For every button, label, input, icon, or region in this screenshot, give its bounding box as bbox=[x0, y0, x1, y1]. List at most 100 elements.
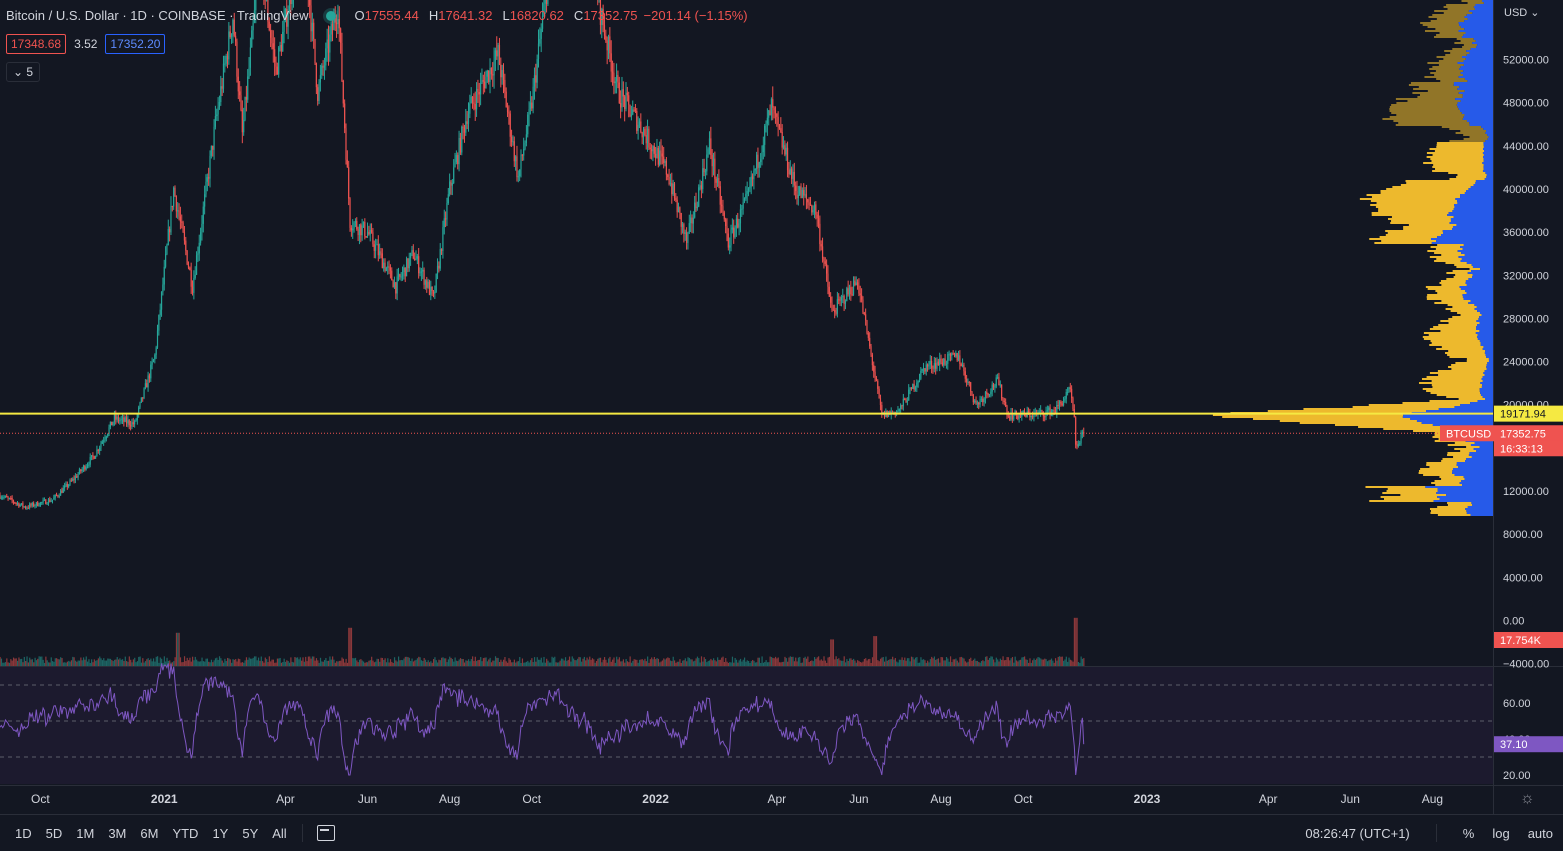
scale-option[interactable]: auto bbox=[1528, 826, 1553, 841]
volume-bar bbox=[604, 657, 605, 666]
vp-bar-buy bbox=[1483, 148, 1493, 150]
vp-bar-sell bbox=[1412, 92, 1458, 94]
vp-bar-sell bbox=[1280, 420, 1417, 422]
candle-body bbox=[309, 0, 310, 5]
timeframe-ytd[interactable]: YTD bbox=[165, 826, 205, 841]
vp-bar-buy bbox=[1461, 260, 1493, 262]
timeframe-5y[interactable]: 5Y bbox=[235, 826, 265, 841]
volume-bar bbox=[51, 657, 52, 666]
bid-badge[interactable]: 17348.68 bbox=[6, 34, 66, 54]
candle-body bbox=[182, 222, 183, 232]
vp-bar-buy bbox=[1489, 360, 1493, 362]
symbol-title[interactable]: Bitcoin / U.S. Dollar · 1D · COINBASE · … bbox=[6, 8, 308, 23]
candle-body bbox=[833, 310, 834, 311]
candle-body bbox=[698, 187, 699, 206]
vp-bar-buy bbox=[1456, 224, 1493, 226]
volume-bar bbox=[858, 661, 859, 666]
vp-bar-buy bbox=[1462, 56, 1493, 58]
vp-bar-buy bbox=[1464, 60, 1493, 62]
timeframe-5d[interactable]: 5D bbox=[39, 826, 70, 841]
candle-body bbox=[88, 465, 89, 466]
settings-gear-icon[interactable]: ☼ bbox=[1520, 790, 1535, 808]
volume-bar bbox=[208, 662, 209, 666]
volume-bar bbox=[281, 663, 282, 666]
candle-body bbox=[988, 394, 989, 395]
volume-bar bbox=[1060, 657, 1061, 666]
vp-bar-buy bbox=[1470, 402, 1493, 404]
volume-bar bbox=[67, 662, 68, 666]
scale-option[interactable]: log bbox=[1492, 826, 1509, 841]
candle-body bbox=[463, 127, 464, 128]
volume-bar bbox=[144, 663, 145, 666]
timeframe-1y[interactable]: 1Y bbox=[205, 826, 235, 841]
clock[interactable]: 08:26:47 (UTC+1) bbox=[1305, 826, 1409, 841]
volume-bar bbox=[1064, 659, 1065, 666]
vp-bar-buy bbox=[1485, 178, 1493, 180]
candle-body bbox=[118, 417, 119, 421]
volume-bar bbox=[945, 660, 946, 666]
candle-body bbox=[647, 129, 648, 143]
candle-body bbox=[196, 255, 197, 275]
timeframe-1d[interactable]: 1D bbox=[8, 826, 39, 841]
vp-bar-buy bbox=[1486, 176, 1493, 178]
indicators-toggle[interactable]: ⌄ 5 bbox=[6, 62, 40, 82]
candle-body bbox=[223, 64, 224, 89]
volume-bar bbox=[802, 663, 803, 666]
ask-badge[interactable]: 17352.20 bbox=[105, 34, 165, 54]
volume-bar bbox=[988, 660, 989, 666]
volume-bar bbox=[512, 662, 513, 666]
date-range-icon[interactable] bbox=[317, 825, 335, 841]
candle-body bbox=[1056, 405, 1057, 413]
volume-bar bbox=[1044, 659, 1045, 666]
vp-bar-buy bbox=[1464, 16, 1493, 18]
candle-body bbox=[659, 150, 660, 164]
volume-bar bbox=[589, 657, 590, 666]
volume-bar bbox=[1020, 660, 1021, 666]
timeframe-3m[interactable]: 3M bbox=[101, 826, 133, 841]
candle-body bbox=[95, 456, 96, 459]
candle-body bbox=[434, 292, 435, 294]
volume-bar bbox=[990, 656, 991, 666]
candle-body bbox=[407, 258, 408, 268]
volume-bar bbox=[805, 657, 806, 666]
candle-body bbox=[41, 502, 42, 503]
volume-bar bbox=[324, 660, 325, 666]
vp-bar-buy bbox=[1464, 64, 1493, 66]
vp-bar-sell bbox=[1431, 392, 1481, 394]
volume-bar bbox=[352, 658, 353, 666]
timeframe-all[interactable]: All bbox=[265, 826, 293, 841]
volume-bar bbox=[996, 658, 997, 666]
candle-body bbox=[371, 230, 372, 232]
volume-bar bbox=[941, 657, 942, 666]
candle-body bbox=[1072, 398, 1073, 409]
price-chart[interactable]: 52000.0048000.0044000.0040000.0036000.00… bbox=[0, 0, 1563, 814]
scale-option[interactable]: % bbox=[1463, 826, 1475, 841]
candle-body bbox=[666, 161, 667, 175]
timeframe-6m[interactable]: 6M bbox=[133, 826, 165, 841]
volume-bar bbox=[798, 658, 799, 666]
volume-bar bbox=[255, 656, 256, 666]
volume-bar bbox=[791, 657, 792, 666]
timeframe-1m[interactable]: 1M bbox=[69, 826, 101, 841]
vp-bar-buy bbox=[1454, 84, 1493, 86]
candle-body bbox=[996, 377, 997, 386]
vp-bar-buy bbox=[1465, 290, 1493, 292]
volume-bar bbox=[766, 660, 767, 666]
candle-body bbox=[732, 228, 733, 230]
volume-bar bbox=[508, 658, 509, 666]
volume-bar bbox=[595, 663, 596, 666]
volume-bar bbox=[621, 661, 622, 666]
volume-bar bbox=[845, 662, 846, 666]
volume-bar bbox=[251, 659, 252, 666]
vp-bar-sell bbox=[1429, 334, 1478, 336]
candle-body bbox=[363, 222, 364, 226]
volume-bar bbox=[998, 662, 999, 666]
candle-body bbox=[961, 364, 962, 366]
vp-bar-sell bbox=[1469, 136, 1488, 138]
candle-body bbox=[165, 254, 166, 267]
currency-selector[interactable]: USD ⌄ bbox=[1504, 6, 1540, 19]
candle-body bbox=[646, 135, 647, 143]
vp-bar-sell bbox=[1439, 476, 1463, 478]
volume-bar bbox=[562, 659, 563, 666]
volume-bar bbox=[871, 663, 872, 666]
